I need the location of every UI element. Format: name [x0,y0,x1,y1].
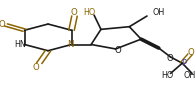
Text: HO: HO [84,8,96,17]
Text: O: O [0,20,6,29]
Text: HO: HO [162,71,174,80]
Text: HN: HN [15,40,26,49]
Text: P: P [181,59,186,68]
Text: O: O [166,54,173,63]
Text: O: O [187,48,194,57]
Text: O: O [71,8,77,17]
Text: OH: OH [152,8,165,17]
Text: O: O [114,46,121,55]
Text: OH: OH [184,71,196,80]
Text: N: N [67,40,74,49]
Text: O: O [33,63,40,72]
